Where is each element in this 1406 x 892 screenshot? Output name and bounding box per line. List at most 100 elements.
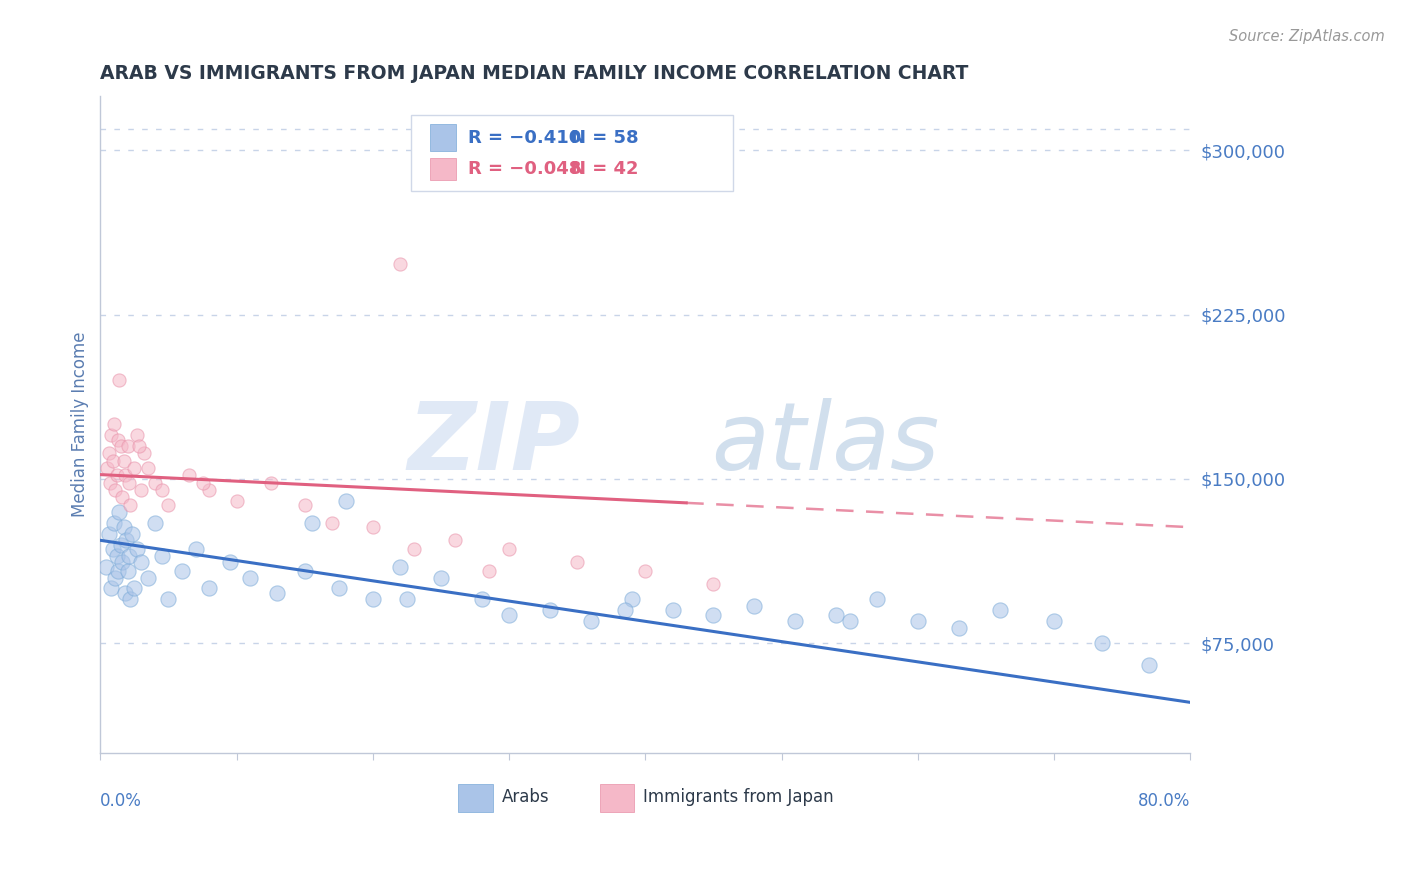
Point <box>118 549 141 563</box>
Text: ZIP: ZIP <box>408 398 579 490</box>
Point <box>191 476 214 491</box>
Point <box>121 526 143 541</box>
Text: N = 58: N = 58 <box>571 129 638 147</box>
Point <box>402 542 425 557</box>
Point <box>1091 636 1114 650</box>
Point <box>98 476 121 491</box>
Point <box>184 542 207 557</box>
Point <box>538 603 561 617</box>
Point <box>907 615 929 629</box>
Point <box>129 483 152 497</box>
Point <box>112 454 135 468</box>
Text: R = −0.048: R = −0.048 <box>468 160 581 178</box>
Text: N = 42: N = 42 <box>571 160 638 178</box>
Point <box>111 555 134 569</box>
FancyBboxPatch shape <box>429 158 456 180</box>
Point <box>430 570 453 584</box>
FancyBboxPatch shape <box>429 125 456 151</box>
Point <box>389 257 412 271</box>
Point <box>702 607 724 622</box>
Point <box>613 603 636 617</box>
Point <box>988 603 1011 617</box>
Point <box>478 564 501 578</box>
Point <box>661 603 683 617</box>
Point <box>825 607 848 622</box>
Point <box>100 428 122 442</box>
Point <box>294 498 316 512</box>
Point <box>127 428 149 442</box>
Point <box>634 564 657 578</box>
Point <box>744 599 766 613</box>
Point <box>118 476 141 491</box>
Point <box>108 505 131 519</box>
Point <box>157 498 180 512</box>
FancyBboxPatch shape <box>458 784 492 812</box>
Point <box>579 615 602 629</box>
Point <box>101 542 124 557</box>
Point <box>471 592 494 607</box>
Point <box>620 592 643 607</box>
Point <box>105 549 128 563</box>
Text: R = −0.410: R = −0.410 <box>468 129 581 147</box>
Point <box>838 615 860 629</box>
Point <box>198 483 221 497</box>
Point <box>105 467 128 482</box>
Point <box>361 520 384 534</box>
Point <box>111 490 134 504</box>
Point <box>239 570 262 584</box>
Point <box>94 559 117 574</box>
Point <box>218 555 240 569</box>
Point <box>117 564 139 578</box>
Point <box>443 533 465 548</box>
Point <box>225 494 247 508</box>
Point <box>103 516 125 530</box>
Text: ARAB VS IMMIGRANTS FROM JAPAN MEDIAN FAMILY INCOME CORRELATION CHART: ARAB VS IMMIGRANTS FROM JAPAN MEDIAN FAM… <box>100 64 969 83</box>
Point <box>104 483 127 497</box>
Point <box>866 592 889 607</box>
Point <box>136 461 159 475</box>
Point <box>143 516 166 530</box>
Point <box>498 607 520 622</box>
Point <box>1043 615 1066 629</box>
Point <box>108 373 131 387</box>
Point <box>104 570 127 584</box>
Point <box>128 439 150 453</box>
Point <box>294 564 316 578</box>
Point <box>328 582 350 596</box>
Point <box>107 564 129 578</box>
Point <box>266 586 288 600</box>
Point <box>198 582 221 596</box>
Point <box>702 577 724 591</box>
Point <box>101 454 124 468</box>
Point <box>1139 658 1161 673</box>
Point <box>498 542 520 557</box>
Point <box>389 559 412 574</box>
Point <box>115 533 138 548</box>
Point <box>143 476 166 491</box>
Point <box>114 586 136 600</box>
Text: 80.0%: 80.0% <box>1137 792 1191 810</box>
Point <box>136 570 159 584</box>
Point <box>567 555 589 569</box>
Point <box>117 439 139 453</box>
Text: Arabs: Arabs <box>502 789 550 806</box>
Point <box>948 621 970 635</box>
Y-axis label: Median Family Income: Median Family Income <box>72 332 89 517</box>
Point <box>103 417 125 432</box>
Point <box>129 555 152 569</box>
Point <box>157 592 180 607</box>
Point <box>120 498 142 512</box>
Point <box>114 467 136 482</box>
Point <box>110 439 132 453</box>
FancyBboxPatch shape <box>411 115 733 191</box>
Point <box>150 549 173 563</box>
Text: atlas: atlas <box>711 399 939 490</box>
Point <box>124 582 146 596</box>
Point <box>395 592 418 607</box>
Point <box>361 592 384 607</box>
Point <box>150 483 173 497</box>
Point <box>120 592 142 607</box>
Point <box>97 446 120 460</box>
Point <box>124 461 146 475</box>
Text: 0.0%: 0.0% <box>100 792 142 810</box>
